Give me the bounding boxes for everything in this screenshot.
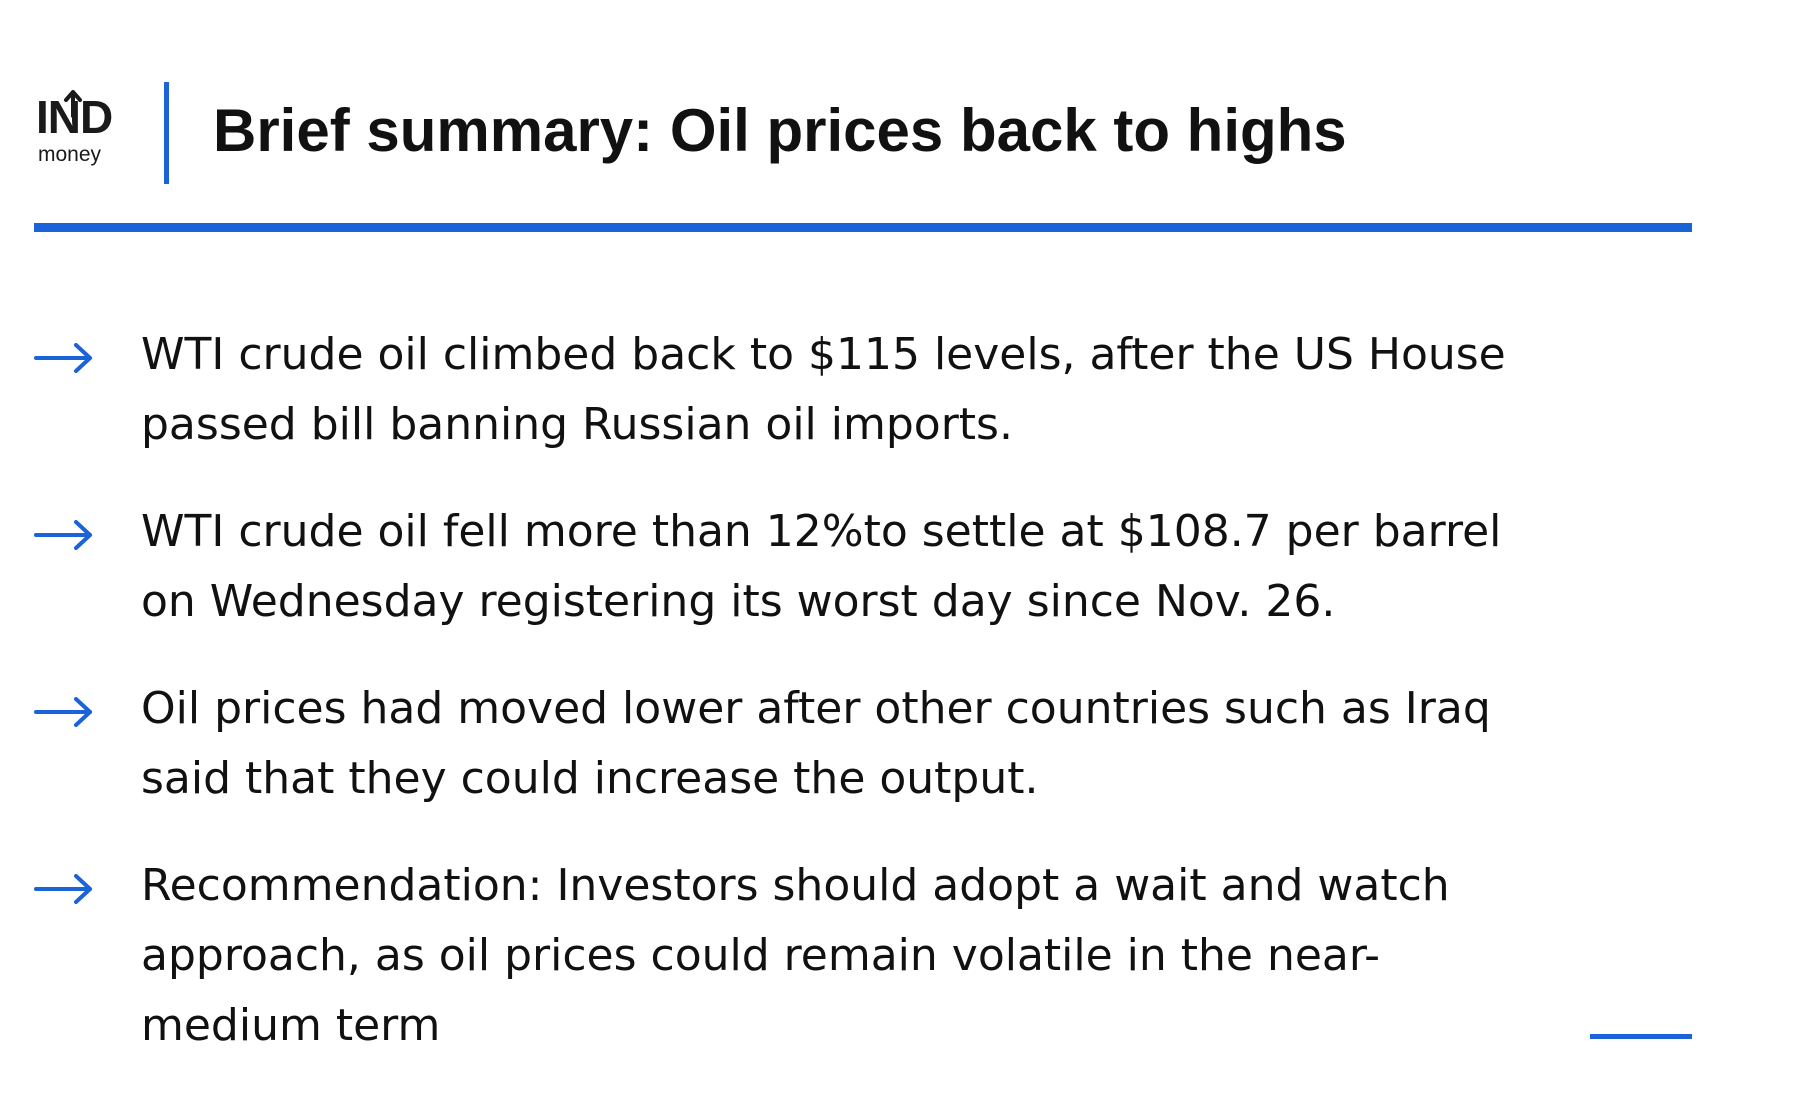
list-item-line: medium term [141, 1000, 441, 1051]
right-arrow-icon [34, 520, 92, 550]
list-item-line: Oil prices had moved lower after other c… [141, 683, 1491, 734]
indmoney-logo: IND money [36, 90, 116, 172]
list-item-line: on Wednesday registering its worst day s… [141, 576, 1336, 627]
list-item-text: Oil prices had moved lower after other c… [141, 674, 1541, 814]
right-arrow-icon [34, 343, 92, 373]
list-item-text: WTI crude oil climbed back to $115 level… [141, 320, 1541, 460]
title-underline [34, 223, 1692, 232]
logo-subtext: money [38, 143, 102, 166]
corner-accent-line [1590, 1034, 1692, 1039]
list-item-line: passed bill banning Russian oil imports. [141, 399, 1013, 450]
list-item-line: WTI crude oil climbed back to $115 level… [141, 329, 1506, 380]
list-item-line: Recommendation: Investors should adopt a… [141, 860, 1450, 911]
up-arrow-icon [64, 90, 82, 118]
list-item-text: WTI crude oil fell more than 12%to settl… [141, 497, 1541, 637]
right-arrow-icon [34, 697, 92, 727]
list-item-line: approach, as oil prices could remain vol… [141, 930, 1381, 981]
list-item-line: WTI crude oil fell more than 12%to settl… [141, 506, 1502, 557]
list-item-line: said that they could increase the output… [141, 753, 1039, 804]
page-title: Brief summary: Oil prices back to highs [213, 97, 1347, 164]
header-divider [164, 82, 169, 184]
right-arrow-icon [34, 874, 92, 904]
list-item-text: Recommendation: Investors should adopt a… [141, 851, 1541, 1061]
